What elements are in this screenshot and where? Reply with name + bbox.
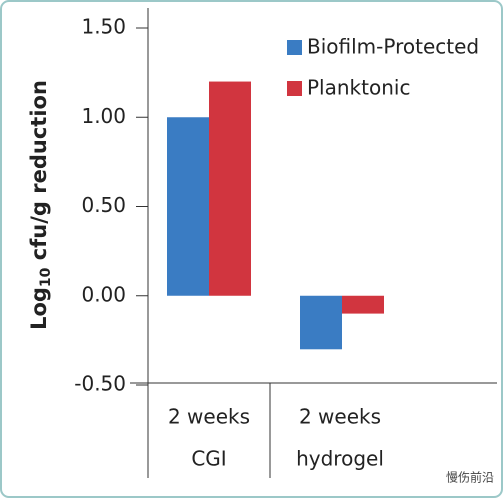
x-tick-label: hydrogel xyxy=(296,447,384,471)
y-tick-label: 1.00 xyxy=(81,104,126,128)
legend-label: Planktonic xyxy=(307,76,410,100)
y-title-part: cfu/g reduction xyxy=(27,80,51,268)
legend-swatch xyxy=(287,81,302,96)
y-axis-title: Log10 cfu/g reduction xyxy=(27,80,54,330)
bar xyxy=(167,117,209,296)
bar xyxy=(300,295,342,350)
y-title-sub: 10 xyxy=(38,267,54,287)
y-tick-label: 1.50 xyxy=(81,15,126,39)
x-tick-label: 2 weeks xyxy=(168,405,250,429)
y-tick-label: -0.50 xyxy=(74,372,126,396)
watermark: 慢伤前沿 xyxy=(446,470,494,485)
bar xyxy=(209,81,251,296)
legend-label: Biofilm-Protected xyxy=(307,35,479,59)
x-tick-label: CGI xyxy=(191,447,226,471)
legend-swatch xyxy=(287,40,302,55)
y-tick-label: 0.00 xyxy=(81,282,126,306)
bar xyxy=(342,295,384,314)
y-title-part: Log xyxy=(27,287,51,330)
y-tick-label: 0.50 xyxy=(81,193,126,217)
x-tick-label: 2 weeks xyxy=(299,405,381,429)
